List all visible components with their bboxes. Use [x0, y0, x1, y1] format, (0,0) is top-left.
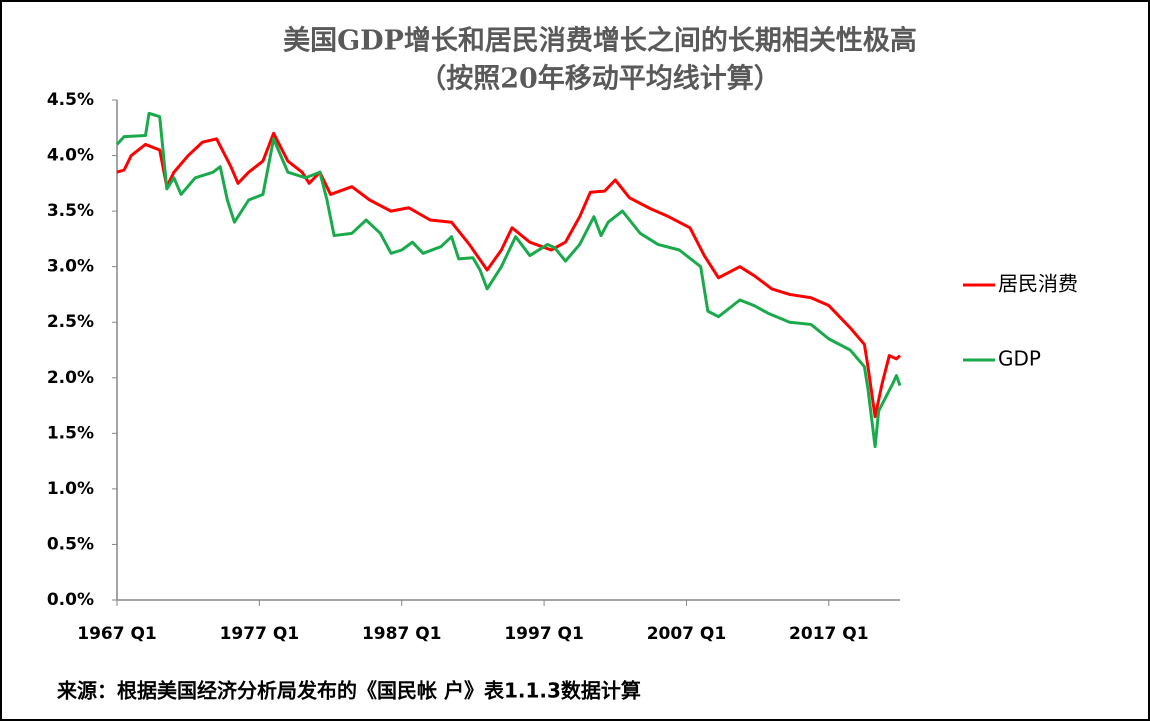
chart-subtitle: （按照20年移动平均线计算）: [419, 63, 781, 95]
y-tick-label: 4.0%: [47, 146, 94, 166]
source-note: 来源：根据美国经济分析局发布的《国民帐 户》表1.1.3数据计算: [56, 679, 641, 703]
y-tick-label: 1.0%: [47, 479, 94, 499]
x-tick-label: 1967 Q1: [77, 624, 157, 644]
y-tick-label: 1.5%: [47, 423, 94, 443]
data-line: [116, 131, 902, 419]
x-tick-label: 2017 Q1: [789, 624, 869, 644]
data-line: [115, 111, 902, 449]
y-tick-label: 2.0%: [47, 368, 94, 388]
x-tick-label: 1987 Q1: [362, 624, 442, 644]
x-tick-label: 2007 Q1: [647, 624, 727, 644]
y-tick-label: 3.5%: [47, 201, 94, 221]
y-tick-label: 4.5%: [47, 90, 94, 110]
chart-title: 美国GDP增长和居民消费增长之间的长期相关性极高: [283, 25, 917, 57]
legend-label: GDP: [998, 347, 1041, 371]
x-tick-label: 1977 Q1: [220, 624, 300, 644]
y-tick-label: 0.0%: [47, 590, 94, 610]
legend-label: 居民消费: [998, 272, 1078, 296]
y-tick-label: 2.5%: [47, 312, 94, 332]
x-tick-label: 1997 Q1: [504, 624, 584, 644]
y-tick-label: 3.0%: [47, 257, 94, 277]
y-tick-label: 0.5%: [47, 534, 94, 554]
